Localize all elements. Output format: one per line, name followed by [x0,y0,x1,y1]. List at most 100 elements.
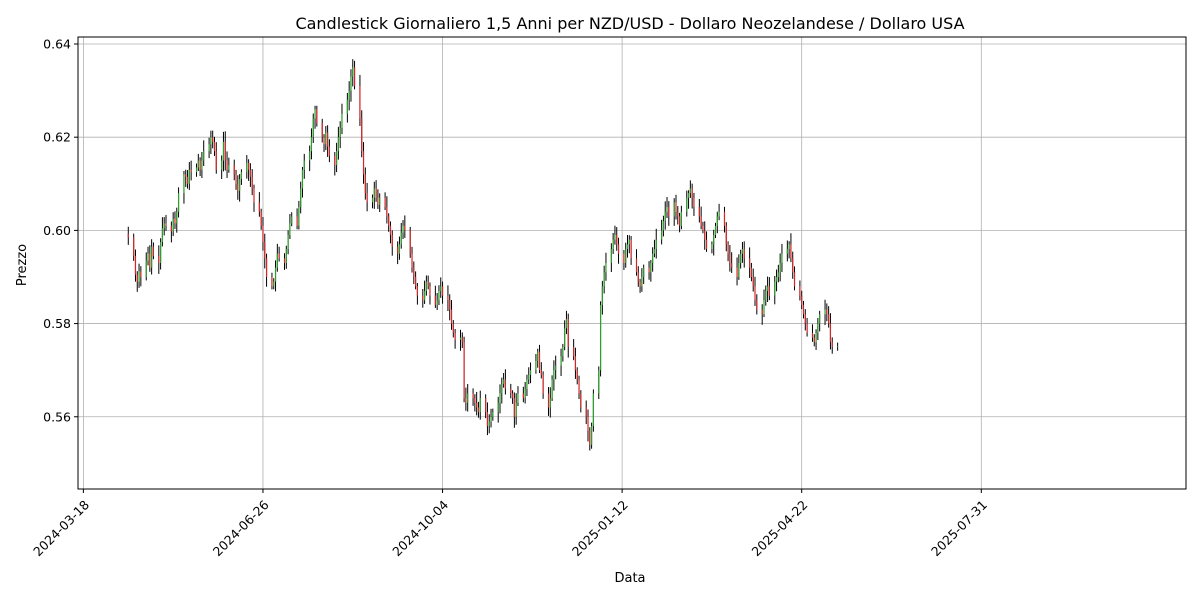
candle-body-down [677,211,679,217]
candle [802,300,805,319]
candle [727,241,729,262]
candle-body-down [265,258,268,277]
candle-body-up [160,242,162,263]
candle [447,285,449,312]
candle [140,266,142,287]
candle-body-down [235,174,237,184]
candle-body-up [765,290,767,301]
candle [526,374,528,396]
candle [172,212,174,237]
candle [136,271,138,292]
candle [201,151,203,179]
candle-body-down [675,202,677,212]
candle [249,163,251,187]
candle-body-down [190,169,192,173]
candle-body-up [398,244,401,254]
candle-body-up [612,239,614,250]
candle-body-down [623,253,625,263]
candle [765,285,767,306]
candle [687,190,690,209]
candle-body-up [145,260,147,277]
candle [718,203,720,221]
candle [404,215,406,238]
candle [291,212,293,227]
candle-body-down [454,332,456,340]
candle-body-down [829,323,832,343]
candle [673,198,675,226]
candle-body-up [177,193,180,212]
candle [662,215,665,237]
candle [740,249,742,269]
candle-body-up [201,160,203,170]
candle-body-down [472,393,474,399]
candle-body-down [801,295,803,305]
candle [379,193,381,212]
candle [127,226,129,245]
candle-body-down [668,207,670,217]
candle-body-down [389,225,392,236]
candle-body-up [529,370,532,375]
candle [612,233,614,254]
candle-body-up [350,76,352,91]
candle [653,239,656,258]
candle [503,372,505,388]
candle [598,366,600,400]
candle [425,275,427,296]
candle-body-up [714,225,717,236]
candle [750,262,753,282]
candle-body-down [804,314,806,324]
candle-body-down [513,398,515,417]
candle [678,212,681,233]
candle-body-down [441,286,444,296]
candle [826,303,828,322]
candle-body-up [788,244,790,250]
candle [580,390,582,413]
candle [743,241,745,268]
candle [423,280,426,304]
candle [693,192,695,216]
candle-body-up [436,300,438,305]
candle-body-up [335,151,338,166]
candle [564,320,566,351]
candle-body-up [562,346,564,357]
candle [239,174,241,202]
candle [628,235,630,254]
candle-body-down [422,295,424,301]
candle [348,81,350,111]
candle [763,289,765,318]
candle-body-up [459,337,462,340]
candle-body-down [397,246,399,254]
candle-body-up [337,137,339,152]
candle-body-down [449,300,451,310]
candle [222,131,225,172]
candle [630,236,632,265]
candle [246,155,248,179]
candle-body-down [127,233,129,238]
candle-body-down [799,286,801,296]
candle-body-down [630,239,632,259]
candle [538,344,541,374]
candle [474,394,476,412]
y-tick-label: 0.58 [43,316,71,331]
candle-body-down [802,304,805,315]
candle [161,217,164,247]
candle-body-up [287,235,289,250]
candle [149,245,151,272]
candle-body-down [585,407,587,417]
candle [529,362,532,384]
candle [819,310,821,332]
candle-body-up [713,235,715,245]
candle-body-down [158,256,160,263]
candle [729,244,731,272]
candle-body-down [213,141,216,152]
candle [361,110,363,158]
candle [398,236,401,260]
candle-body-up [312,118,314,138]
candle-body-down [693,197,695,208]
candle [386,196,388,224]
candle-body-up [440,286,442,291]
candle [359,74,361,126]
candle-body-down [237,183,239,191]
candle-body-down [253,188,255,203]
candle [790,233,792,263]
